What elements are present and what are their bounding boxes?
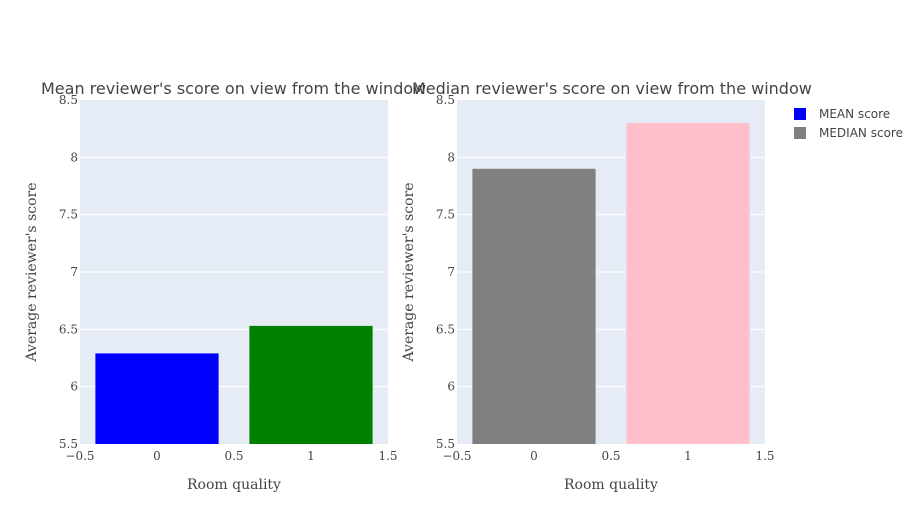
x-tick-label: −0.5 [65, 449, 94, 463]
y-tick-label: 7.5 [436, 208, 455, 222]
legend-swatch-median [794, 127, 806, 139]
bar-1[interactable] [249, 325, 373, 444]
x-tick-label: 1 [684, 449, 692, 463]
x-tick-label: −0.5 [442, 449, 471, 463]
legend-label-mean: MEAN score [819, 107, 890, 121]
x-axis-label: Room quality [564, 477, 658, 493]
y-tick-label: 6.5 [436, 322, 455, 336]
chart-panel-1: 5.5 6 6.5 7 7.5 8 8.5 −0.5 0 0.5 1 1.5 Median review… [401, 79, 812, 493]
x-tick-label: 1 [307, 449, 315, 463]
y-tick-label: 7 [70, 265, 78, 279]
chart-title: Median reviewer's score on view from the… [412, 79, 812, 98]
y-tick-label: 5.5 [59, 437, 78, 451]
x-tick-label: 1.5 [378, 449, 397, 463]
y-tick-label: 7.5 [59, 208, 78, 222]
x-tick-label: 0.5 [224, 449, 243, 463]
y-tick-label: 8.5 [59, 93, 78, 107]
x-tick-label: 1.5 [755, 449, 774, 463]
legend-item-median[interactable]: MEDIAN score [794, 126, 903, 140]
y-tick-label: 8 [70, 150, 78, 164]
x-tick-label: 0.5 [601, 449, 620, 463]
y-axis-label: Average reviewer's score [24, 183, 40, 363]
y-tick-label: 6 [70, 380, 78, 394]
legend-label-median: MEDIAN score [819, 126, 903, 140]
y-tick-label: 7 [447, 265, 455, 279]
x-tick-label: 0 [153, 449, 161, 463]
y-axis-label: Average reviewer's score [401, 183, 417, 363]
x-tick-label: 0 [530, 449, 538, 463]
bar-1[interactable] [626, 122, 750, 444]
y-tick-label: 6.5 [59, 322, 78, 336]
y-tick-label: 5.5 [436, 437, 455, 451]
x-axis-label: Room quality [187, 477, 281, 493]
bar-0[interactable] [95, 353, 219, 444]
y-tick-label: 6 [447, 380, 455, 394]
chart-panel-0: 5.5 6 6.5 7 7.5 8 8.5 −0.5 0 0.5 1 1.5 Mean reviewer… [24, 79, 426, 493]
legend-swatch-mean [794, 108, 806, 120]
legend-item-mean[interactable]: MEAN score [794, 107, 890, 121]
bar-0[interactable] [472, 168, 596, 445]
y-tick-label: 8 [447, 150, 455, 164]
legend[interactable]: MEAN score MEDIAN score [794, 107, 903, 140]
y-tick-label: 8.5 [436, 93, 455, 107]
chart-title: Mean reviewer's score on view from the w… [41, 79, 426, 98]
